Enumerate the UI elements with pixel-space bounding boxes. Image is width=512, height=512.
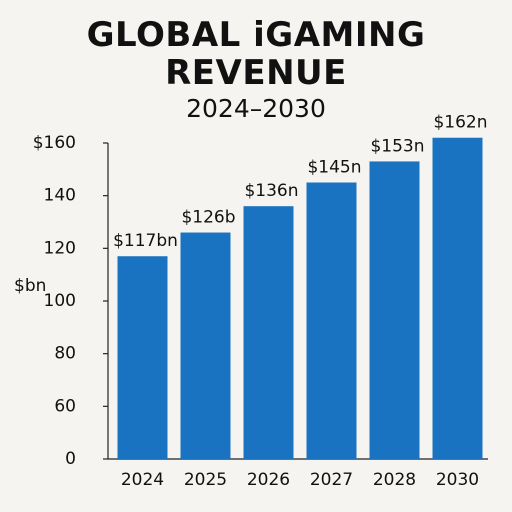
chart-subtitle: 2024–2030 [186, 94, 326, 123]
y-tick-label: 60 [54, 396, 76, 416]
bar [432, 137, 483, 459]
y-tick-label: 80 [54, 344, 76, 364]
bar [180, 232, 231, 459]
data-label: $153n [370, 136, 424, 156]
data-label: $145n [307, 158, 361, 178]
data-label: $126b [181, 208, 235, 228]
y-tick-label: $160 [33, 133, 76, 153]
data-label: $117bn [113, 231, 178, 251]
x-tick-label: 2025 [184, 470, 227, 490]
data-label: $136n [244, 181, 298, 201]
y-tick-label: 120 [44, 238, 76, 258]
bar [117, 256, 168, 459]
x-tick-label: 2028 [373, 470, 416, 490]
data-label: $162n [433, 113, 487, 133]
chart-title: GLOBAL iGAMING REVENUE [86, 15, 426, 93]
y-tick-label: 140 [44, 186, 76, 206]
y-axis-label: $bn [14, 276, 46, 296]
bar [306, 182, 357, 459]
y-tick-label: 100 [44, 291, 76, 311]
bar [243, 206, 294, 459]
x-tick-label: 2030 [436, 470, 479, 490]
bar [369, 161, 420, 459]
x-tick-label: 2027 [310, 470, 353, 490]
x-tick-label: 2024 [121, 470, 164, 490]
x-tick-label: 2026 [247, 470, 290, 490]
y-tick-label: 0 [65, 449, 76, 469]
